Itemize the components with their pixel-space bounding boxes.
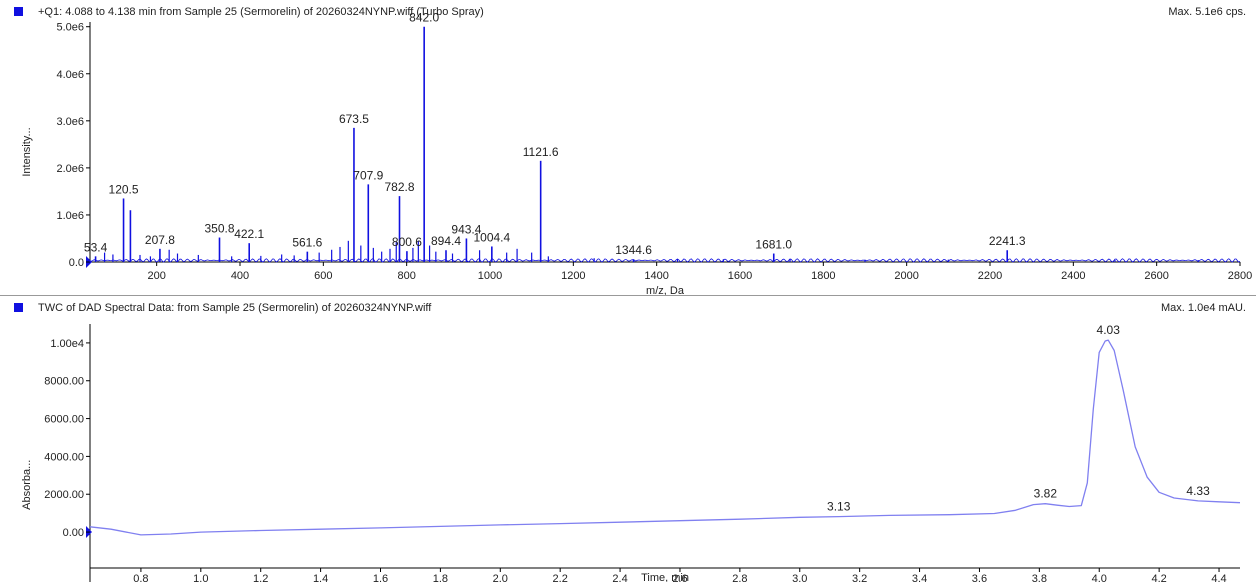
x-tick-label: 3.6 [972,573,987,582]
peak-label: 782.8 [384,180,414,194]
x-tick-label: 1800 [811,270,835,282]
x-tick-label: 2.8 [732,573,747,582]
y-axis-title: Absorba... [21,460,33,510]
peak-label: 120.5 [109,182,139,196]
x-tick-label: 400 [231,270,249,282]
x-tick-label: 4.4 [1211,573,1226,582]
spectrum-title: +Q1: 4.088 to 4.138 min from Sample 25 (… [38,6,484,18]
pane-divider [0,295,1256,296]
y-tick-label: 1.0e6 [56,210,84,222]
peak-label: 842.0 [409,11,439,25]
peak-label: 2241.3 [989,234,1026,248]
x-tick-label: 2200 [978,270,1002,282]
peak-label: 207.8 [145,233,175,247]
spectrum-max-label: Max. 5.1e6 cps. [1168,6,1246,18]
x-tick-label: 2.2 [553,573,568,582]
x-tick-label: 3.8 [1032,573,1047,582]
peak-label: 1681.0 [755,238,792,252]
y-tick-label: 5.0e6 [56,22,84,34]
y-tick-label: 4000.00 [44,451,84,463]
x-tick-label: 2.4 [612,573,627,582]
x-tick-label: 2400 [1061,270,1085,282]
x-tick-label: 1600 [728,270,752,282]
peak-label: 53.4 [84,240,108,254]
x-tick-label: 200 [147,270,165,282]
x-tick-label: 1400 [644,270,668,282]
y-tick-label: 4.0e6 [56,69,84,81]
x-axis-title: Time, min [641,572,689,582]
y-tick-label: 6000.00 [44,414,84,426]
x-tick-label: 1.8 [433,573,448,582]
peak-time-label: 4.33 [1186,484,1210,498]
x-tick-label: 1200 [561,270,585,282]
peak-time-label: 3.13 [827,500,851,514]
chromatogram-pane: TWC of DAD Spectral Data: from Sample 25… [0,296,1256,582]
y-tick-label: 1.00e4 [50,338,84,350]
x-tick-label: 4.2 [1151,573,1166,582]
y-tick-label: 2.0e6 [56,163,84,175]
peak-label: 707.9 [353,168,383,182]
x-tick-label: 2600 [1144,270,1168,282]
series-color-square-icon [14,7,23,16]
spectrum-noise-trace [89,258,1241,263]
peak-label: 422.1 [234,227,264,241]
y-tick-label: 0.0 [69,257,84,269]
peak-label: 943.4 [451,222,481,236]
x-tick-label: 3.0 [792,573,807,582]
x-tick-label: 600 [314,270,332,282]
chromatogram-max-label: Max. 1.0e4 mAU. [1161,302,1246,314]
peak-label: 350.8 [204,222,234,236]
peak-label: 894.4 [431,234,461,248]
peak-time-label: 4.03 [1097,323,1121,337]
x-tick-label: 3.2 [852,573,867,582]
y-tick-label: 0.00 [63,527,84,539]
x-tick-label: 2800 [1228,270,1252,282]
y-tick-label: 3.0e6 [56,116,84,128]
chromatogram-header: TWC of DAD Spectral Data: from Sample 25… [14,300,1246,316]
x-tick-label: 2000 [894,270,918,282]
spectrum-header: +Q1: 4.088 to 4.138 min from Sample 25 (… [14,4,1246,20]
peak-label: 800.6 [392,235,422,249]
chromatogram-chart[interactable]: 0.00 2000.00 4000.00 6000.00 8000.00 1.00e4 0.… [0,296,1256,582]
peak-label: 1121.6 [523,145,559,159]
x-axis-title: m/z, Da [646,285,685,296]
mass-spectrum-chart[interactable]: 0.0 1.0e6 2.0e6 3.0e6 4.0e6 5.0e6 200 400 600 800… [0,0,1256,296]
peak-label: 1004.4 [473,230,510,244]
chromatogram-trace [89,339,1241,536]
y-tick-label: 8000.00 [44,376,84,388]
x-tick-label: 1.6 [373,573,388,582]
peak-label: 673.5 [339,112,369,126]
x-tick-label: 800 [397,270,415,282]
x-tick-label: 0.8 [133,573,148,582]
series-color-square-icon [14,303,23,312]
x-tick-label: 1000 [478,270,502,282]
peak-label: 1344.6 [615,243,652,257]
x-tick-label: 3.4 [912,573,927,582]
x-tick-label: 4.0 [1092,573,1107,582]
x-tick-label: 1.2 [253,573,268,582]
peak-label: 561.6 [292,236,322,250]
x-tick-label: 1.4 [313,573,328,582]
chromatogram-title: TWC of DAD Spectral Data: from Sample 25… [38,302,432,314]
x-tick-label: 2.0 [493,573,508,582]
mass-spectrum-pane: +Q1: 4.088 to 4.138 min from Sample 25 (… [0,0,1256,296]
peak-time-label: 3.82 [1034,487,1058,501]
x-tick-label: 2.6 [672,573,687,582]
y-tick-label: 2000.00 [44,489,84,501]
y-axis-title: Intensity... [21,127,33,176]
x-tick-label: 1.0 [193,573,208,582]
